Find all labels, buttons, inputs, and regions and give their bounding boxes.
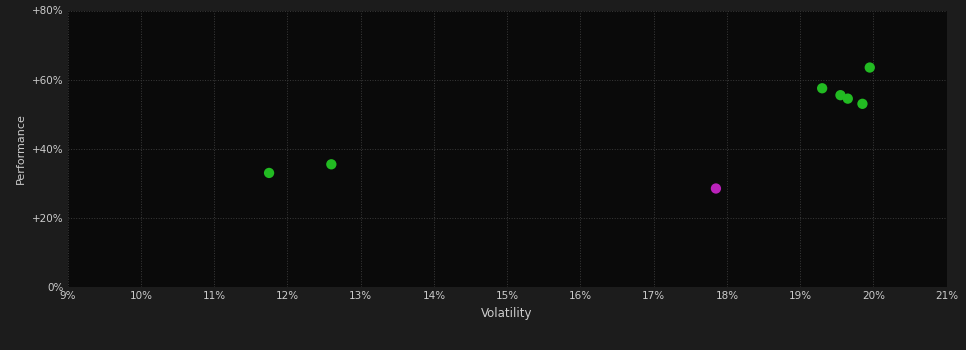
Point	[708, 186, 724, 191]
Point	[814, 85, 830, 91]
Point	[262, 170, 277, 176]
Y-axis label: Performance: Performance	[16, 113, 26, 184]
X-axis label: Volatility: Volatility	[481, 307, 533, 320]
Point	[855, 101, 870, 107]
Point	[324, 161, 339, 167]
Point	[840, 96, 856, 101]
Point	[862, 65, 877, 70]
Point	[833, 92, 848, 98]
